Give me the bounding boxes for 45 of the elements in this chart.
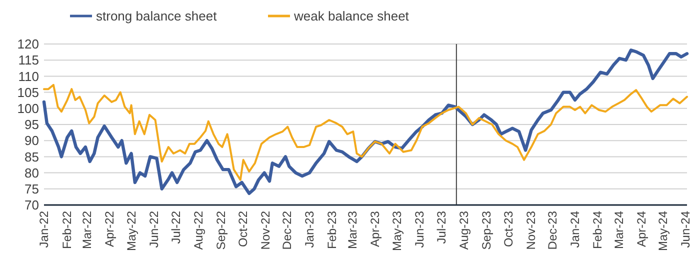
line-series bbox=[43, 84, 688, 181]
x-tick-label: Jun-23 bbox=[412, 210, 427, 248]
x-tick-label: May-23 bbox=[390, 210, 404, 252]
x-tick-label: Sep-22 bbox=[214, 210, 228, 250]
y-tick-label: 75 bbox=[24, 181, 39, 196]
x-tick-label: Mar-23 bbox=[346, 210, 360, 250]
legend-label: weak balance sheet bbox=[293, 8, 410, 24]
x-tick-label: Nov-23 bbox=[524, 210, 538, 250]
y-tick-label: 115 bbox=[18, 52, 39, 68]
x-tick-label: Apr-24 bbox=[634, 210, 648, 248]
x-tick-label: Mar-22 bbox=[80, 210, 94, 250]
line-series bbox=[42, 48, 689, 196]
x-tick-label: Dec-22 bbox=[280, 210, 294, 250]
x-tick-label: Apr-23 bbox=[368, 210, 382, 248]
x-tick-label: Oct-22 bbox=[236, 210, 250, 248]
x-tick-label: May-22 bbox=[124, 210, 138, 252]
y-tick-label: 120 bbox=[17, 36, 39, 52]
x-tick-label: Jul-22 bbox=[168, 210, 183, 244]
y-tick-label: 80 bbox=[24, 165, 39, 180]
x-tick-label: Mar-24 bbox=[612, 210, 626, 250]
x-tick-label: Feb-22 bbox=[60, 210, 74, 250]
x-tick-label: Feb-24 bbox=[590, 210, 605, 250]
y-tick-label: 95 bbox=[24, 117, 39, 132]
x-tick-label: Apr-22 bbox=[102, 210, 117, 248]
x-tick-label: Jun-24 bbox=[678, 210, 693, 248]
y-tick-label: 110 bbox=[18, 68, 39, 84]
y-tick-label: 100 bbox=[17, 100, 39, 116]
y-tick-label: 85 bbox=[24, 149, 39, 164]
x-tick-label: Aug-22 bbox=[191, 210, 206, 250]
x-tick-label: Jun-22 bbox=[147, 210, 162, 248]
x-tick-label: Dec-23 bbox=[546, 210, 560, 250]
x-tick-label: Jan-24 bbox=[568, 210, 582, 248]
x-tick-label: Oct-23 bbox=[501, 210, 516, 248]
y-tick-label: 105 bbox=[17, 84, 39, 100]
y-tick-label: 90 bbox=[24, 133, 39, 148]
x-tick-label: Jul-23 bbox=[434, 210, 448, 244]
y-tick-label: 70 bbox=[24, 198, 39, 213]
x-tick-label: Jan-22 bbox=[37, 210, 52, 248]
x-tick-label: Nov-22 bbox=[258, 210, 272, 250]
x-tick-label: May-24 bbox=[656, 210, 670, 252]
legend-label: strong balance sheet bbox=[96, 8, 218, 24]
x-tick-label: Jan-23 bbox=[302, 210, 317, 248]
x-tick-label: Aug-23 bbox=[456, 210, 471, 250]
x-tick-label: Feb-23 bbox=[325, 210, 340, 250]
x-tick-label: Sep-23 bbox=[479, 210, 494, 250]
